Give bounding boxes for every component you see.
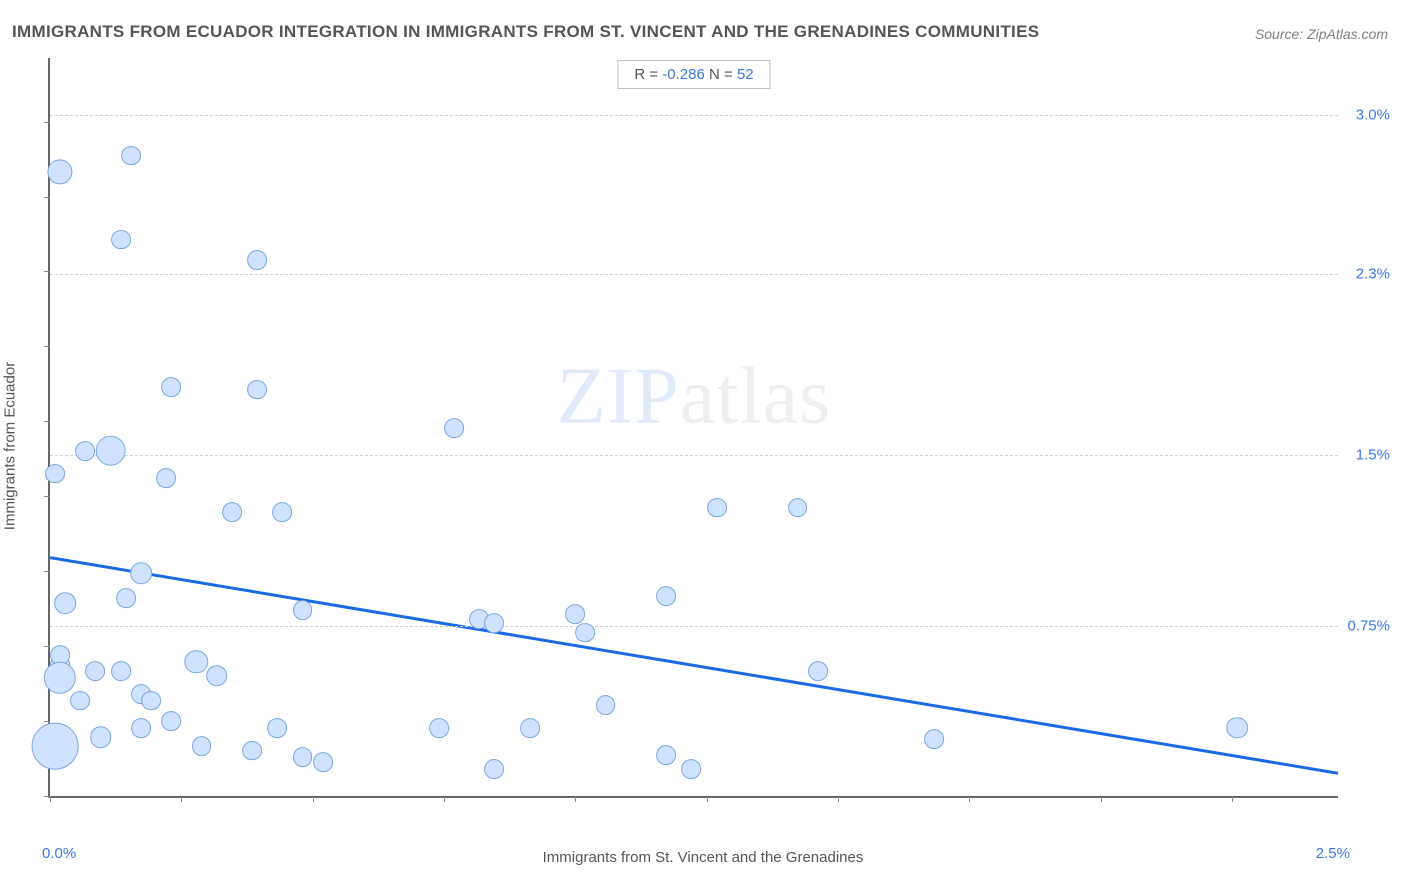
- data-point: [656, 586, 676, 606]
- watermark-bold: ZIP: [557, 353, 680, 441]
- y-tick-mark: [44, 496, 50, 497]
- plot-area: R = -0.286 N = 52 ZIPatlas: [48, 58, 1338, 798]
- gridline: [50, 274, 1338, 275]
- y-tick-label: 2.3%: [1356, 265, 1390, 282]
- data-point: [54, 592, 76, 614]
- x-tick-mark: [50, 796, 51, 802]
- data-point: [293, 600, 313, 620]
- data-point: [70, 691, 90, 711]
- data-point: [86, 661, 106, 681]
- data-point: [111, 661, 131, 681]
- y-tick-mark: [44, 721, 50, 722]
- data-point: [247, 380, 267, 400]
- data-point: [429, 718, 449, 738]
- data-point: [485, 759, 505, 779]
- y-tick-label: 0.75%: [1347, 617, 1390, 634]
- y-tick-mark: [44, 796, 50, 797]
- y-tick-mark: [44, 271, 50, 272]
- x-tick-mark: [313, 796, 314, 802]
- x-tick-mark: [575, 796, 576, 802]
- data-point: [156, 468, 176, 488]
- trend-line: [50, 558, 1338, 774]
- data-point: [242, 741, 262, 761]
- data-point: [44, 662, 76, 694]
- watermark: ZIPatlas: [557, 352, 832, 443]
- x-tick-mark: [707, 796, 708, 802]
- data-point: [131, 718, 151, 738]
- r-label: R =: [634, 66, 662, 83]
- data-point: [575, 623, 595, 643]
- watermark-rest: atlas: [680, 353, 832, 441]
- x-tick-mark: [181, 796, 182, 802]
- gridline: [50, 626, 1338, 627]
- data-point: [161, 377, 181, 397]
- data-point: [161, 711, 181, 731]
- x-tick-min: 0.0%: [42, 845, 76, 862]
- chart-container: IMMIGRANTS FROM ECUADOR INTEGRATION IN I…: [0, 0, 1406, 892]
- data-point: [121, 146, 141, 166]
- y-axis-label: Immigrants from Ecuador: [2, 362, 19, 530]
- data-point: [924, 729, 944, 749]
- data-point: [95, 436, 126, 467]
- data-point: [45, 464, 65, 484]
- gridline: [50, 115, 1338, 116]
- data-point: [808, 661, 828, 681]
- data-point: [272, 502, 292, 522]
- data-point: [444, 418, 464, 438]
- x-axis-label: Immigrants from St. Vincent and the Gren…: [543, 849, 864, 866]
- n-value: 52: [737, 66, 754, 83]
- data-point: [707, 498, 727, 518]
- y-tick-mark: [44, 197, 50, 198]
- x-tick-max: 2.5%: [1316, 845, 1350, 862]
- data-point: [111, 230, 131, 250]
- y-tick-mark: [44, 421, 50, 422]
- y-tick-mark: [44, 122, 50, 123]
- data-point: [293, 747, 313, 767]
- data-point: [520, 718, 540, 738]
- data-point: [90, 726, 112, 748]
- data-point: [247, 250, 267, 270]
- data-point: [75, 441, 95, 461]
- data-point: [192, 736, 212, 756]
- data-point: [185, 650, 208, 673]
- data-point: [596, 695, 616, 715]
- x-tick-mark: [444, 796, 445, 802]
- data-point: [313, 752, 333, 772]
- gridline: [50, 455, 1338, 456]
- data-point: [48, 159, 73, 184]
- data-point: [788, 498, 808, 518]
- data-point: [682, 759, 702, 779]
- source-label: Source: ZipAtlas.com: [1255, 26, 1388, 42]
- data-point: [116, 589, 136, 609]
- data-point: [32, 723, 79, 770]
- y-tick-mark: [44, 646, 50, 647]
- data-point: [565, 604, 585, 624]
- data-point: [130, 563, 152, 585]
- trend-line-svg: [50, 58, 1338, 796]
- y-tick-mark: [44, 571, 50, 572]
- chart-title: IMMIGRANTS FROM ECUADOR INTEGRATION IN I…: [12, 22, 1039, 42]
- data-point: [222, 502, 242, 522]
- x-tick-mark: [1101, 796, 1102, 802]
- y-tick-label: 1.5%: [1356, 447, 1390, 464]
- data-point: [485, 614, 505, 634]
- data-point: [141, 691, 161, 711]
- r-value: -0.286: [662, 66, 705, 83]
- y-tick-mark: [44, 346, 50, 347]
- stats-box: R = -0.286 N = 52: [617, 60, 770, 89]
- data-point: [1226, 717, 1248, 739]
- y-tick-label: 3.0%: [1356, 106, 1390, 123]
- x-tick-mark: [1232, 796, 1233, 802]
- data-point: [656, 745, 676, 765]
- x-tick-mark: [969, 796, 970, 802]
- n-label: N =: [705, 66, 737, 83]
- data-point: [267, 718, 287, 738]
- data-point: [206, 665, 228, 687]
- x-tick-mark: [838, 796, 839, 802]
